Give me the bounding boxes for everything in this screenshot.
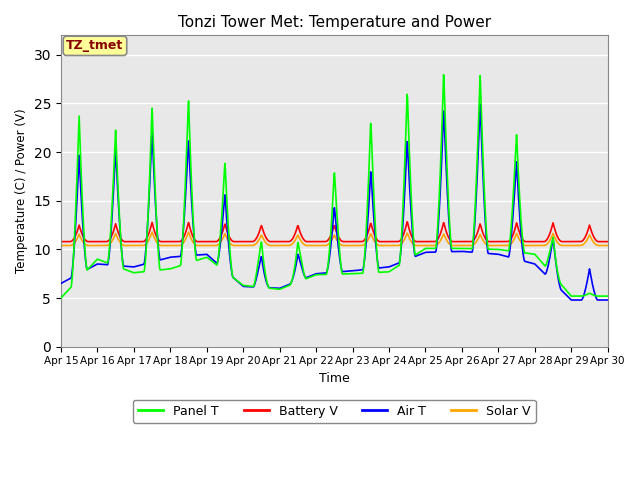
Title: Tonzi Tower Met: Temperature and Power: Tonzi Tower Met: Temperature and Power: [178, 15, 491, 30]
Y-axis label: Temperature (C) / Power (V): Temperature (C) / Power (V): [15, 108, 28, 273]
Text: TZ_tmet: TZ_tmet: [67, 39, 124, 52]
X-axis label: Time: Time: [319, 372, 349, 385]
Legend: Panel T, Battery V, Air T, Solar V: Panel T, Battery V, Air T, Solar V: [133, 400, 536, 423]
